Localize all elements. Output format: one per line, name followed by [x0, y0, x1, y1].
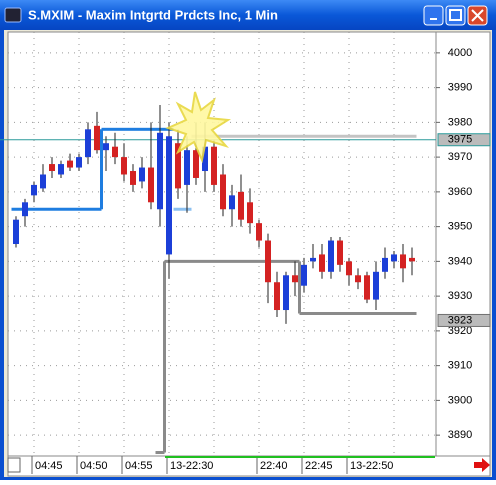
y-tick-label: 3900	[448, 394, 472, 406]
price-marker	[437, 313, 491, 327]
candle-body	[130, 171, 136, 185]
candle-body	[274, 282, 280, 311]
candle-body	[382, 257, 388, 272]
candle-body	[256, 223, 262, 241]
y-tick-label: 3940	[448, 255, 472, 267]
window-buttons[interactable]	[423, 5, 488, 26]
candle-body	[175, 143, 181, 189]
y-tick-label: 3930	[448, 290, 472, 302]
candle-body	[337, 240, 343, 265]
candle-body	[112, 146, 118, 158]
x-tick-label: 04:50	[80, 460, 108, 472]
candle-body	[166, 136, 172, 255]
candle-body	[283, 275, 289, 311]
y-tick-label: 3920	[448, 325, 472, 337]
y-tick-label: 3980	[448, 116, 472, 128]
x-tick-label: 22:40	[260, 460, 288, 472]
candle-body	[76, 157, 82, 168]
candle-body	[247, 202, 253, 224]
window-title: S.MXIM - Maxim Intgrtd Prdcts Inc, 1 Min	[28, 7, 278, 22]
price-marker-label: 3923	[448, 314, 472, 326]
candle-body	[31, 184, 37, 196]
candle-body	[301, 264, 307, 286]
candle-body	[148, 167, 154, 203]
candle-body	[85, 129, 91, 158]
candle-body	[103, 143, 109, 151]
y-tick-label: 3970	[448, 151, 472, 163]
candle-body	[391, 254, 397, 262]
alert-burst	[165, 91, 232, 164]
candle-body	[310, 257, 316, 262]
candle-body	[292, 275, 298, 283]
candle-body	[157, 132, 163, 210]
close-glyph	[471, 9, 484, 22]
candle-body	[346, 261, 352, 276]
x-tick-label: 04:45	[35, 460, 63, 472]
candle-body	[238, 191, 244, 220]
candle-body	[67, 160, 73, 168]
app-icon	[4, 7, 22, 23]
candle-body	[211, 146, 217, 185]
candle-body	[121, 157, 127, 175]
y-tick-label: 3950	[448, 221, 472, 233]
candle-body	[319, 254, 325, 272]
x-tick-label: 13-22:50	[350, 460, 393, 472]
candle-body	[49, 164, 55, 172]
scroll-box[interactable]	[7, 457, 21, 473]
minimize-glyph	[430, 18, 437, 20]
candle-body	[22, 202, 28, 217]
maximize-button[interactable]	[445, 5, 466, 26]
candle-body	[58, 164, 64, 175]
candle-body	[184, 150, 190, 185]
candle-body	[400, 254, 406, 269]
candle-body	[202, 146, 208, 172]
candle-body	[40, 174, 46, 189]
price-marker	[437, 133, 491, 147]
plot: 3890 3900 3910 3920 3930 3940 3950 3960 3970 3980…	[0, 32, 491, 474]
candle-body	[139, 167, 145, 182]
maximize-glyph	[449, 9, 462, 21]
candle-body	[220, 174, 226, 210]
candle-body	[193, 150, 199, 178]
candle-body	[13, 219, 19, 244]
minimize-button[interactable]	[423, 5, 444, 26]
y-tick-label: 4000	[448, 47, 472, 59]
title-bar	[0, 0, 496, 30]
x-tick-label: 13-22:30	[170, 460, 213, 472]
scroll-arrow[interactable]	[474, 458, 490, 472]
y-tick-label: 3960	[448, 186, 472, 198]
price-marker-label: 3975	[448, 134, 472, 146]
y-tick-label: 3890	[448, 429, 472, 441]
x-tick-label: 04:55	[125, 460, 153, 472]
candle-body	[364, 275, 370, 300]
candle-body	[94, 125, 100, 151]
y-tick-label: 3910	[448, 360, 472, 372]
candle-body	[409, 257, 415, 262]
plot-area	[7, 31, 437, 457]
candle-body	[373, 271, 379, 300]
y-tick-label: 3990	[448, 82, 472, 94]
x-tick-label: 22:45	[305, 460, 333, 472]
candle-body	[328, 240, 334, 272]
candle-body	[355, 275, 361, 283]
candle-body	[265, 240, 271, 283]
price-axis	[435, 31, 491, 457]
candle-body	[229, 195, 235, 210]
